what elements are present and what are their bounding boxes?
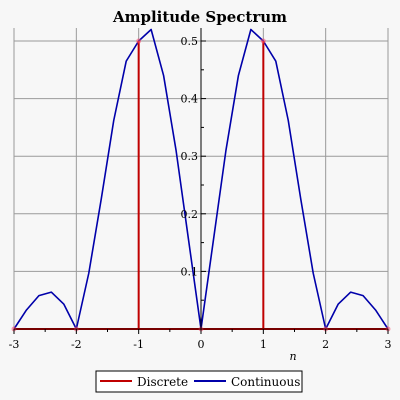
- chart-title: Amplitude Spectrum: [112, 8, 287, 26]
- legend-label-continuous: Continuous: [231, 375, 300, 389]
- y-tick-labels: 0.1 0.2 0.3 0.4 0.5: [181, 35, 199, 278]
- discrete-point: [136, 38, 142, 44]
- y-tick-label: 0.4: [181, 93, 199, 106]
- axes: [13, 28, 389, 334]
- y-tick-label: 0.5: [181, 35, 199, 48]
- x-tick-labels: -3 -2 -1 0 1 2 3: [9, 338, 392, 351]
- y-tick-label: 0.3: [181, 150, 199, 163]
- x-tick-label: -1: [133, 338, 144, 351]
- x-tick-label: -2: [71, 338, 82, 351]
- x-tick-label: -3: [9, 338, 20, 351]
- x-tick-label: 0: [198, 338, 205, 351]
- legend: Discrete Continuous: [95, 370, 303, 393]
- x-tick-label: 3: [385, 338, 392, 351]
- y-tick-label: 0.1: [181, 265, 199, 278]
- x-tick-label: 1: [260, 338, 267, 351]
- y-tick-label: 0.2: [181, 208, 199, 221]
- legend-label-discrete: Discrete: [137, 375, 188, 389]
- x-axis-label: n: [289, 350, 296, 363]
- x-tick-label: 2: [322, 338, 329, 351]
- discrete-point: [260, 38, 266, 44]
